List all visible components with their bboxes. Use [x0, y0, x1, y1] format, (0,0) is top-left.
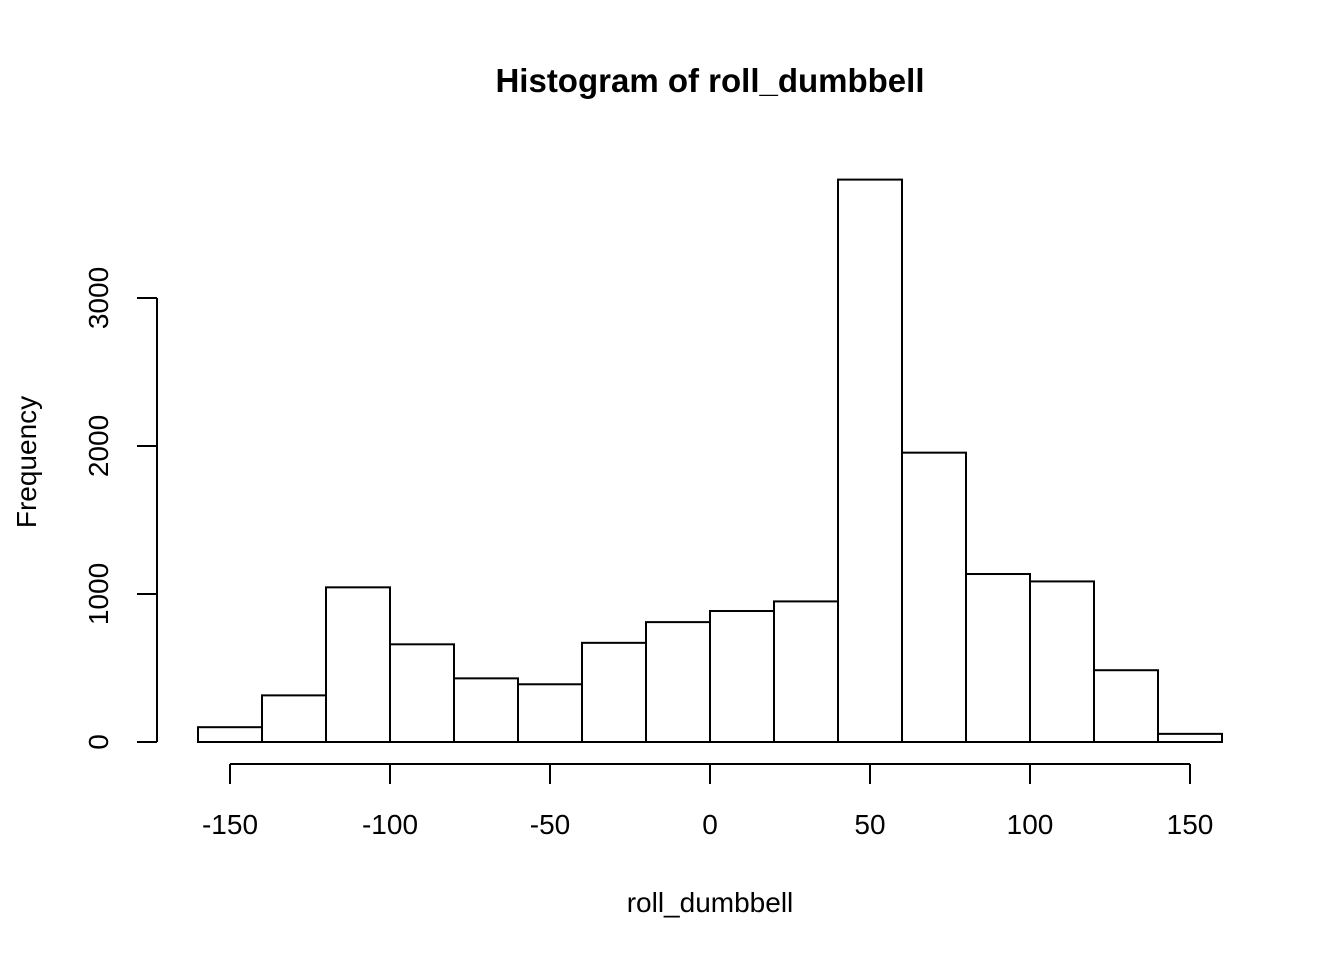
x-tick-label-1: -100: [362, 809, 418, 840]
histogram-bar-7: [645, 621, 711, 743]
bars-group: [197, 178, 1223, 744]
histogram-bar-14: [1093, 669, 1159, 743]
histogram-bar-0: [197, 726, 263, 744]
x-tick-label-5: 100: [1007, 809, 1054, 840]
histogram-bar-11: [901, 451, 967, 743]
x-tick-label-4: 50: [854, 809, 885, 840]
y-tick-label-1: 1000: [83, 563, 114, 625]
chart-title: Histogram of roll_dumbbell: [495, 62, 924, 99]
histogram-bar-9: [773, 600, 839, 744]
y-tick-label-2: 2000: [83, 415, 114, 477]
histogram-bar-1: [261, 694, 327, 744]
histogram-bar-6: [581, 641, 647, 744]
histogram-bar-8: [709, 610, 775, 744]
histogram-bar-12: [965, 573, 1031, 744]
y-axis: 0 1000 2000 3000: [83, 267, 158, 750]
histogram-bar-3: [389, 643, 455, 744]
histogram-bar-13: [1029, 580, 1095, 743]
y-axis-label: Frequency: [11, 396, 42, 528]
y-tick-label-3: 3000: [83, 267, 114, 329]
histogram-bar-2: [325, 586, 391, 744]
x-tick-label-2: -50: [530, 809, 570, 840]
x-axis: -150 -100 -50 0 50 100 150: [202, 763, 1214, 840]
histogram-bar-15: [1157, 732, 1223, 743]
x-tick-label-6: 150: [1167, 809, 1214, 840]
x-tick-label-0: -150: [202, 809, 258, 840]
histogram-bar-10: [837, 178, 903, 744]
histogram-bar-5: [517, 683, 583, 744]
y-tick-label-0: 0: [83, 734, 114, 750]
x-tick-label-3: 0: [702, 809, 718, 840]
x-axis-label: roll_dumbbell: [627, 887, 794, 918]
histogram-bar-4: [453, 677, 519, 743]
